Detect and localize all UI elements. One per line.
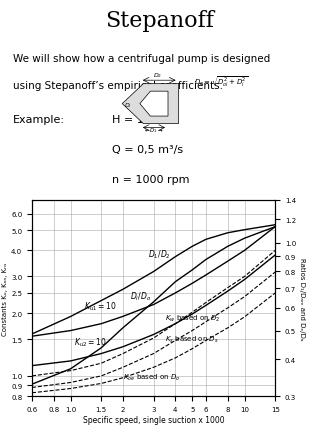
Text: using Stepanoff’s empirical coefficients.: using Stepanoff’s empirical coefficients…: [13, 81, 223, 90]
Text: $D_i/D_o$: $D_i/D_o$: [130, 290, 151, 302]
Text: $K_{oe}$ based on $D_o$: $K_{oe}$ based on $D_o$: [123, 372, 180, 382]
Text: Stepanoff: Stepanoff: [106, 9, 214, 32]
Y-axis label: Ratios D₁/Dₐₘ and Dₑ/Dₐ: Ratios D₁/Dₐₘ and Dₑ/Dₐ: [299, 257, 305, 340]
Text: $K_{u1}= 10$: $K_{u1}= 10$: [84, 300, 117, 313]
Text: $D_1/D_2$: $D_1/D_2$: [148, 248, 171, 260]
Text: $K_{u2}= 10$: $K_{u2}= 10$: [74, 335, 107, 348]
X-axis label: Specific speed, single suction x 1000: Specific speed, single suction x 1000: [83, 414, 224, 423]
Text: $K_s$ based on $D_s$: $K_s$ based on $D_s$: [165, 334, 219, 344]
Text: H = 100 m: H = 100 m: [112, 115, 172, 125]
Text: Q = 0,5 m³/s: Q = 0,5 m³/s: [112, 145, 183, 155]
Polygon shape: [122, 84, 179, 124]
Text: $D_i$: $D_i$: [124, 101, 132, 110]
Text: $K_w$ based on $D_{2}$: $K_w$ based on $D_{2}$: [165, 314, 220, 324]
Text: $D_2$: $D_2$: [153, 71, 162, 80]
Text: n = 1000 rpm: n = 1000 rpm: [112, 174, 189, 184]
Text: $D_o = \sqrt{D_{oi}^2 + D_i^2}$: $D_o = \sqrt{D_{oi}^2 + D_i^2}$: [194, 75, 248, 89]
Text: β₂ = 22,5 °: β₂ = 22,5 °: [112, 204, 174, 214]
Text: Example:: Example:: [13, 115, 65, 125]
Y-axis label: Constants Kᵤ, Kₙₐ, Kₙₛ: Constants Kᵤ, Kₙₐ, Kₙₛ: [2, 262, 8, 335]
Text: $\leftarrow D_1 \rightarrow$: $\leftarrow D_1 \rightarrow$: [143, 126, 164, 135]
Text: We will show how a centrifugal pump is designed: We will show how a centrifugal pump is d…: [13, 54, 270, 63]
Polygon shape: [140, 92, 168, 117]
